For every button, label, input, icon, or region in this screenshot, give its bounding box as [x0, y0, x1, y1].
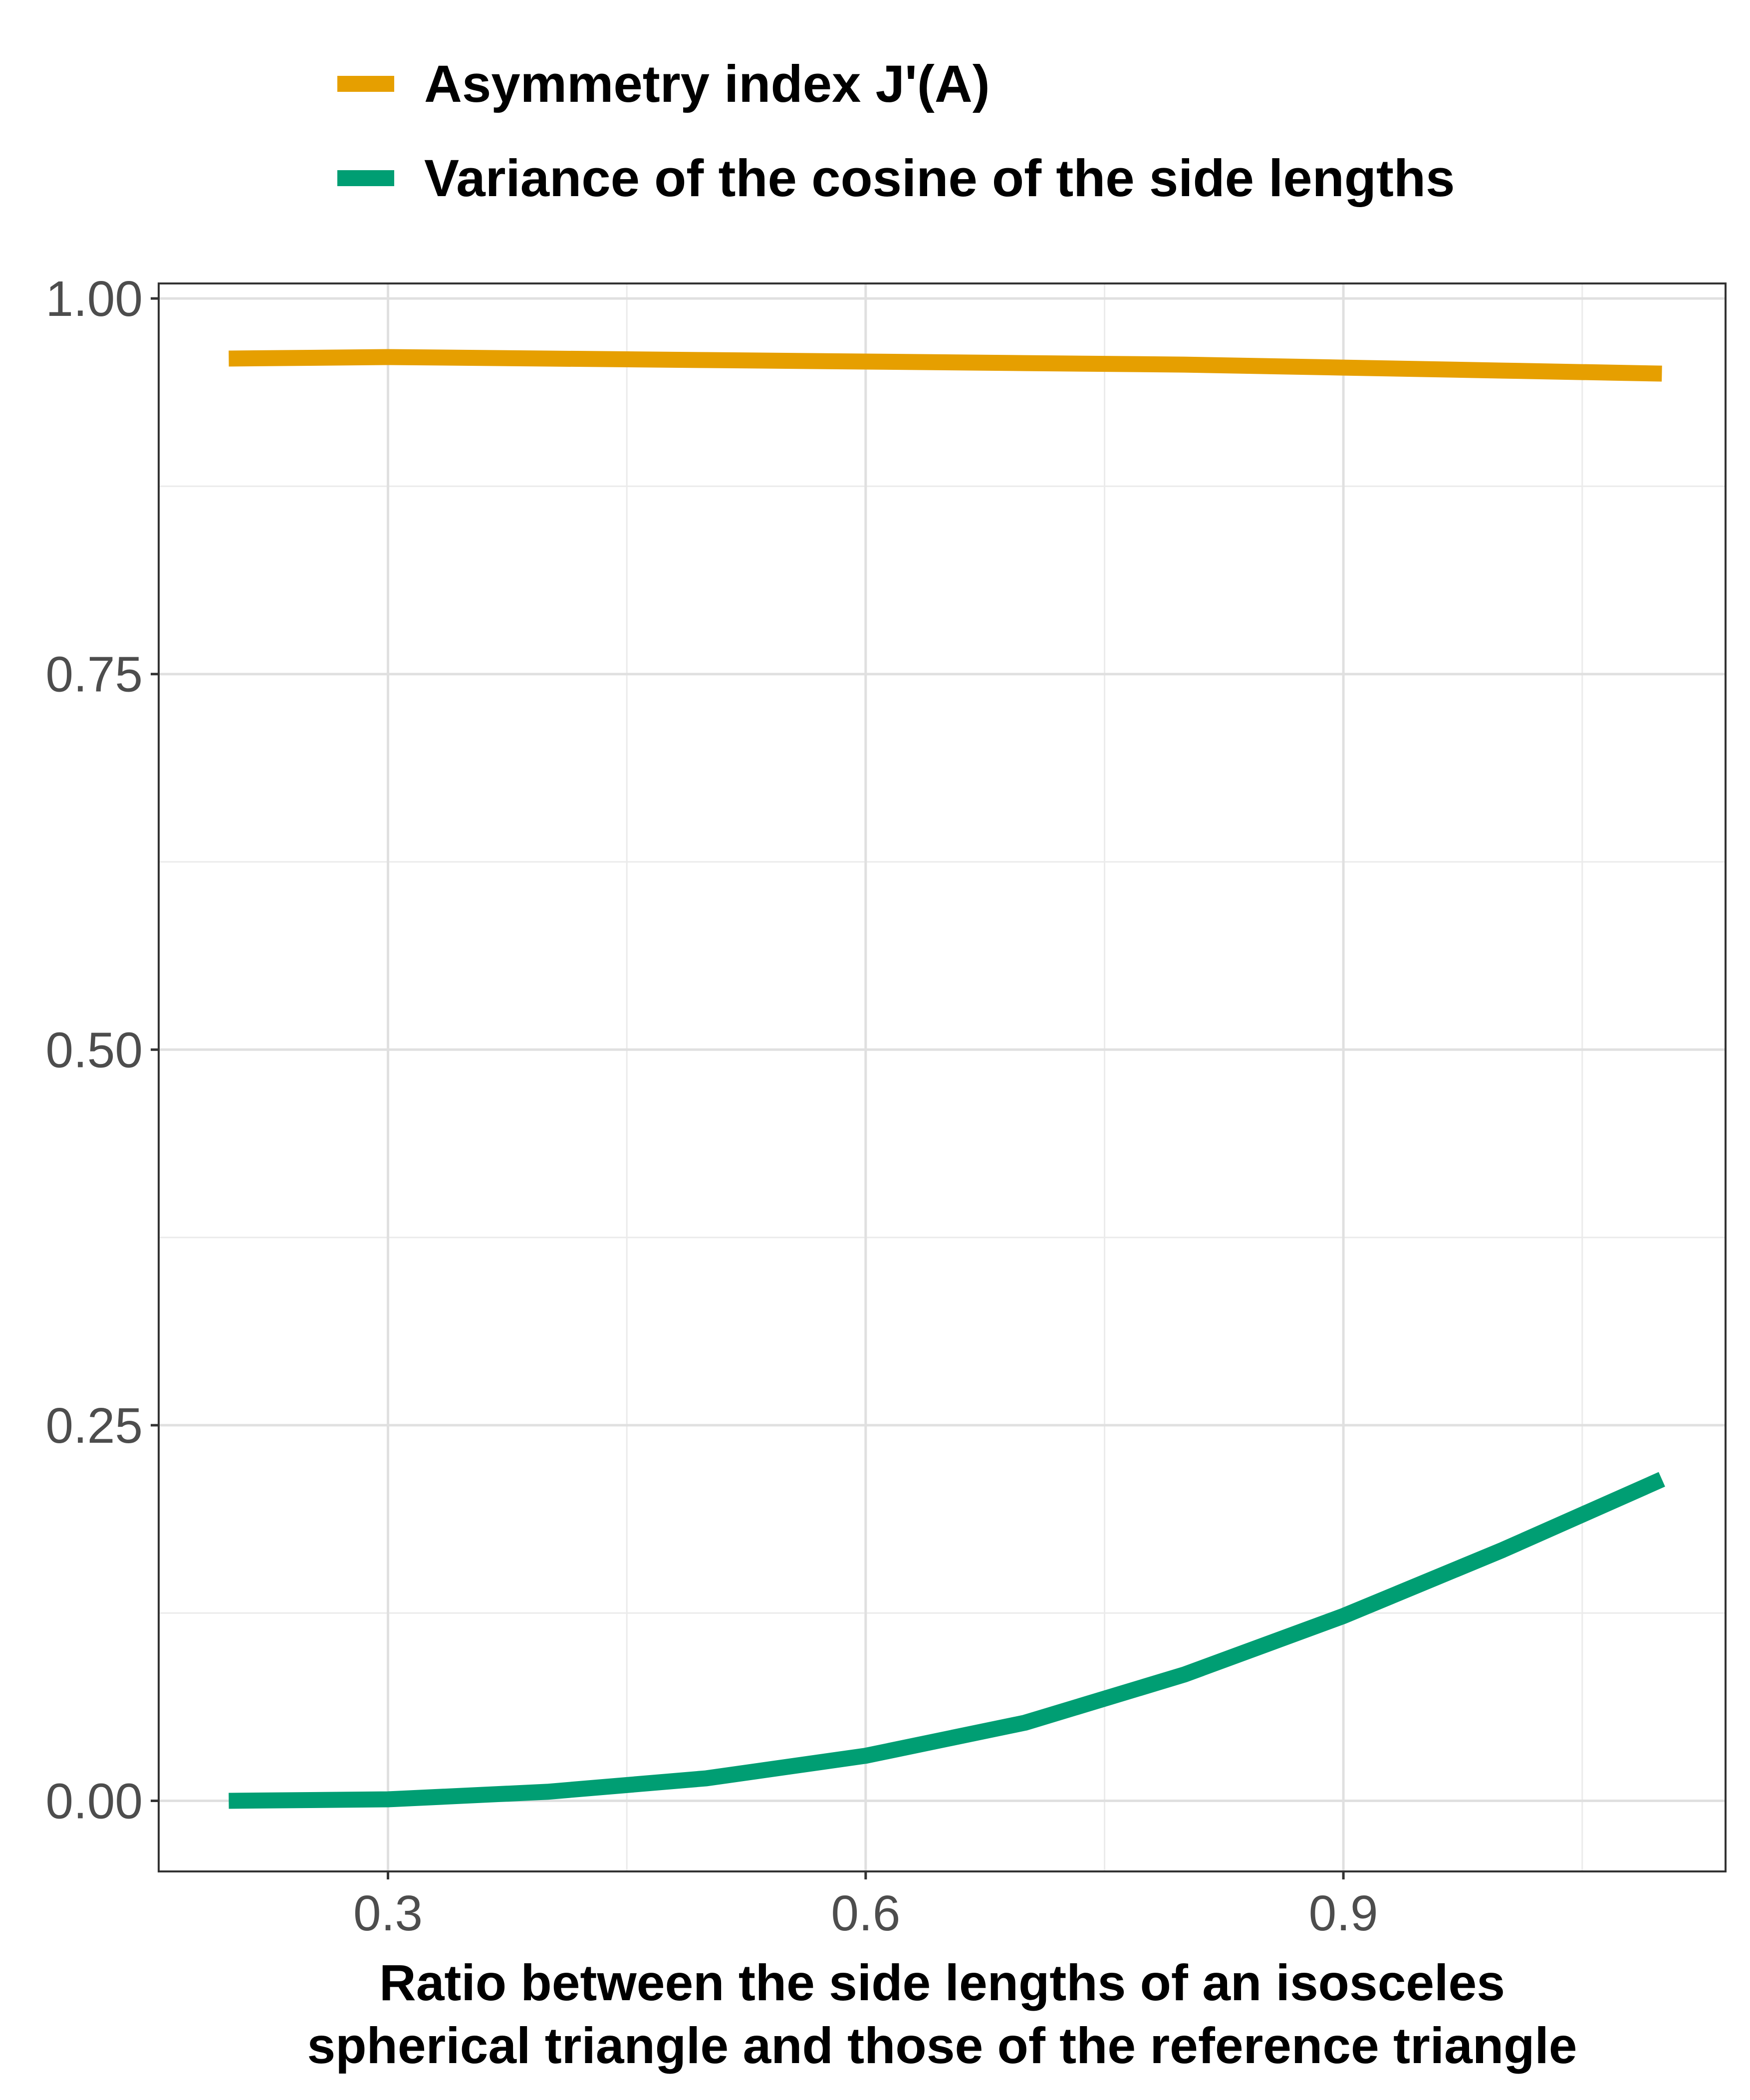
series-1-point	[228, 1801, 229, 1802]
series-0-point	[1184, 364, 1185, 365]
series-1-point	[1024, 1722, 1025, 1723]
series-1-point	[1184, 1674, 1185, 1675]
series-0-point	[1502, 370, 1503, 371]
x-axis-title-line-2: spherical triangle and those of the refe…	[307, 2017, 1577, 2074]
series-0-point	[1024, 363, 1025, 364]
series-0-point	[1661, 373, 1662, 374]
series-1-point	[1502, 1550, 1503, 1551]
x-tick-label: 0.6	[831, 1885, 900, 1941]
plot-border	[158, 282, 1727, 1872]
series-1-point	[865, 1755, 866, 1756]
y-tick-label: 0.25	[45, 1398, 143, 1454]
series-1-point	[706, 1778, 707, 1779]
series-line-0	[229, 349, 1662, 382]
series-1-point	[388, 1799, 389, 1800]
y-tick-label: 0.75	[45, 647, 143, 703]
y-tick-label: 0.50	[45, 1022, 143, 1078]
series-0-point	[547, 358, 548, 359]
y-tick-label: 0.00	[45, 1774, 143, 1830]
series-layer	[228, 349, 1665, 1809]
legend-label-variance: Variance of the cosine of the side lengt…	[424, 149, 1455, 208]
series-0-point	[1343, 367, 1344, 368]
y-tick-label: 1.00	[45, 271, 143, 327]
series-0-point	[388, 357, 389, 358]
series-0-point	[228, 358, 229, 359]
x-axis-title-line-1: Ratio between the side lengths of an iso…	[379, 1954, 1505, 2011]
legend-label-asymmetry: Asymmetry index J'(A)	[424, 55, 990, 113]
series-1-point	[547, 1791, 548, 1792]
series-0-point	[706, 360, 707, 361]
series-1-point	[1343, 1615, 1344, 1616]
legend: Asymmetry index J'(A) Variance of the co…	[337, 55, 1455, 208]
x-tick-label: 0.9	[1309, 1885, 1378, 1941]
series-1-point	[1661, 1479, 1662, 1480]
x-tick-label: 0.3	[353, 1885, 423, 1941]
plot-panel	[159, 283, 1726, 1871]
grid	[159, 283, 1726, 1871]
series-line-1	[229, 1472, 1665, 1809]
axis-ticks: 0.00 0.25 0.50 0.75 1.00 0.3 0.6 0.9	[45, 271, 1378, 1941]
series-0-point	[865, 361, 866, 362]
